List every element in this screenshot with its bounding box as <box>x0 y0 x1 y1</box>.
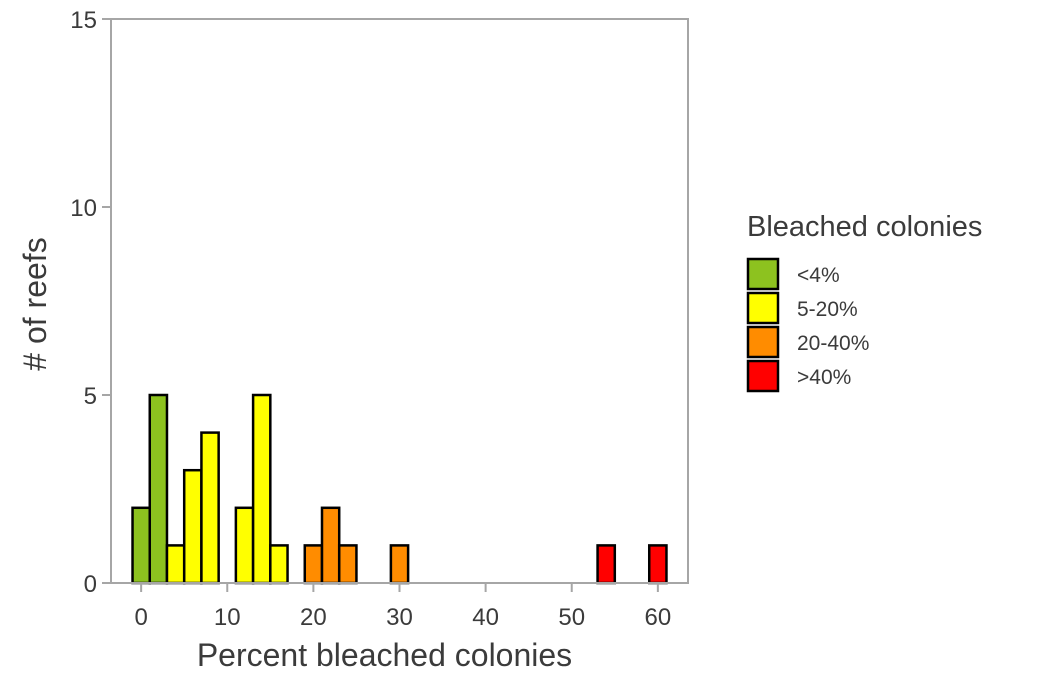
legend-swatch <box>746 291 780 325</box>
histogram-bar <box>647 544 668 585</box>
legend-label: >40% <box>797 366 851 389</box>
histogram-bar <box>165 544 186 585</box>
x-tick-label: 60 <box>645 604 672 631</box>
histogram-bar <box>269 544 289 585</box>
histogram-bar <box>251 393 272 585</box>
x-tick-label: 10 <box>214 604 241 631</box>
legend-label: 20-40% <box>797 332 869 355</box>
legend-swatch <box>746 257 780 291</box>
legend-swatch <box>746 359 780 393</box>
legend-swatch <box>746 325 780 359</box>
x-tick-label: 50 <box>558 604 585 631</box>
histogram-bar <box>234 506 255 585</box>
y-tick-label: 15 <box>70 7 97 34</box>
histogram-bar <box>182 468 203 585</box>
histogram-bar <box>389 544 410 585</box>
histogram-bar <box>303 544 324 585</box>
legend-title: Bleached colonies <box>747 211 982 243</box>
x-axis: 0 10 20 30 40 50 60 <box>134 583 671 631</box>
histogram-bar <box>131 506 152 585</box>
histogram-bar <box>337 544 358 585</box>
histogram-bar <box>148 393 169 585</box>
legend-label: <4% <box>797 264 840 287</box>
y-axis: 0 5 10 15 <box>70 7 111 598</box>
legend: Bleached colonies <4% 5-20% 20-40% >40% <box>746 211 982 393</box>
x-axis-title: Percent bleached colonies <box>197 637 572 673</box>
x-tick-label: 30 <box>386 604 413 631</box>
y-tick-label: 0 <box>84 571 97 598</box>
legend-label: 5-20% <box>797 298 858 321</box>
x-tick-label: 40 <box>472 604 499 631</box>
y-tick-label: 10 <box>70 195 97 222</box>
y-tick-label: 5 <box>84 383 97 410</box>
histogram-bar <box>200 431 220 585</box>
x-tick-label: 0 <box>134 604 147 631</box>
histogram-bar <box>320 506 341 585</box>
bars-layer <box>131 393 668 585</box>
histogram-bar <box>596 544 617 585</box>
x-tick-label: 20 <box>300 604 327 631</box>
y-axis-title: # of reefs <box>17 237 53 370</box>
